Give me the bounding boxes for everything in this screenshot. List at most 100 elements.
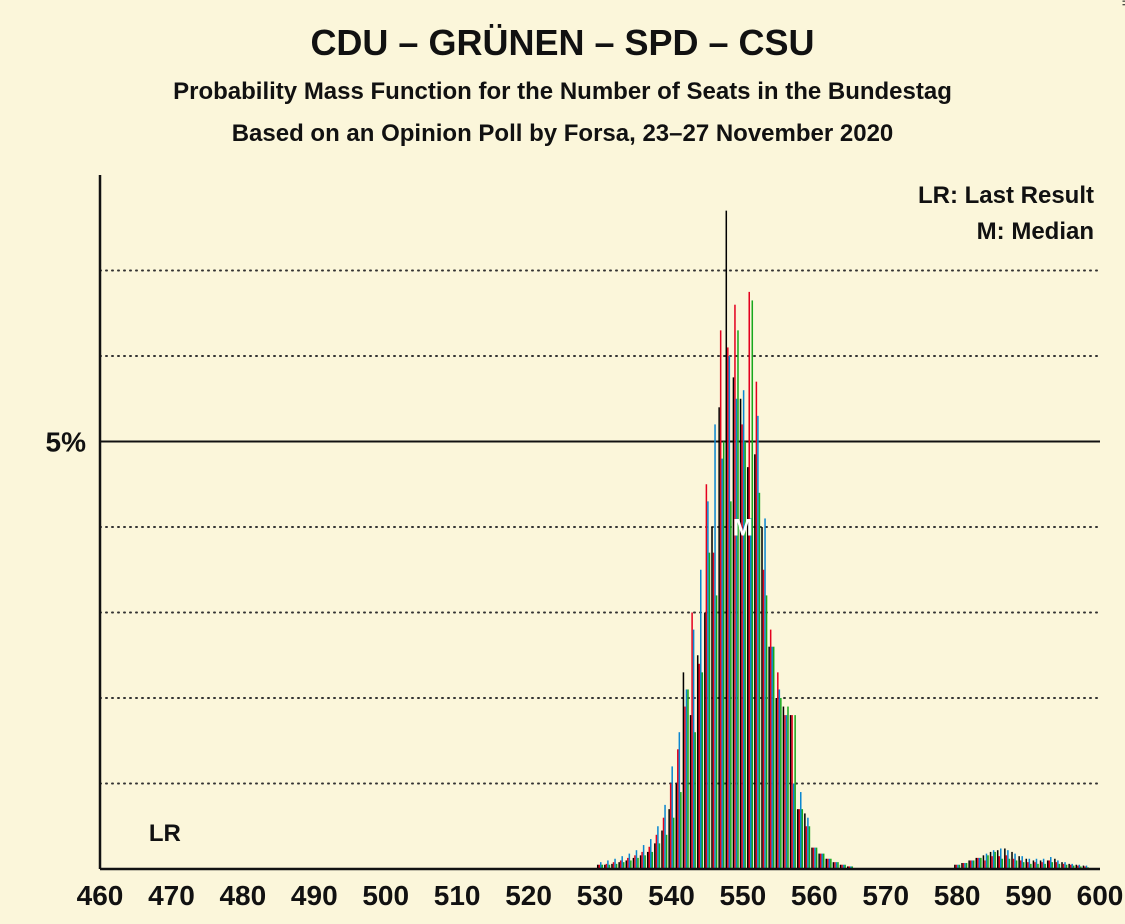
bar-GRUENEN [987, 855, 989, 869]
bar-GRUENEN [659, 843, 661, 869]
chart-subtitle-1: Probability Mass Function for the Number… [0, 74, 1125, 116]
legend-median: M: Median [977, 218, 1094, 245]
bar-CDU [726, 211, 728, 869]
bar-SPD [977, 858, 979, 869]
bar-CDU [711, 527, 713, 869]
bar-CDU [690, 715, 692, 869]
bar-SPD [641, 852, 643, 869]
bar-CSU [736, 399, 738, 869]
bar-CDU [668, 809, 670, 869]
bar-CSU [1050, 857, 1052, 869]
bar-SPD [791, 715, 793, 869]
x-tick-label: 500 [362, 880, 409, 911]
bar-GRUENEN [759, 493, 761, 869]
bar-SPD [663, 818, 665, 869]
bar-SPD [656, 835, 658, 869]
bar-CDU [997, 850, 999, 869]
bar-CSU [693, 630, 695, 869]
bar-GRUENEN [1002, 859, 1004, 869]
bar-CSU [829, 859, 831, 869]
bar-CDU [1040, 860, 1042, 869]
bar-SPD [784, 715, 786, 869]
bar-CSU [629, 854, 631, 869]
bar-SPD [691, 613, 693, 870]
bar-CSU [743, 390, 745, 869]
bar-CDU [683, 672, 685, 869]
bar-SPD [798, 809, 800, 869]
x-tick-label: 550 [719, 880, 766, 911]
bar-CSU [1007, 850, 1009, 869]
bar-SPD [1006, 855, 1008, 869]
bar-GRUENEN [752, 300, 754, 869]
bar-SPD [706, 484, 708, 869]
bar-CDU [718, 407, 720, 869]
bar-CSU [786, 715, 788, 869]
bar-CSU [607, 860, 609, 869]
bar-CDU [968, 860, 970, 869]
bar-CSU [707, 501, 709, 869]
bar-CDU [826, 859, 828, 869]
bar-CDU [733, 377, 735, 869]
bar-SPD [991, 856, 993, 869]
bar-GRUENEN [780, 698, 782, 869]
bar-GRUENEN [687, 689, 689, 869]
bar-CSU [700, 570, 702, 869]
bar-SPD [634, 855, 636, 869]
bar-CSU [1057, 860, 1059, 869]
bar-CSU [721, 459, 723, 869]
bar-GRUENEN [637, 858, 639, 869]
bar-CSU [800, 792, 802, 869]
x-tick-label: 560 [791, 880, 838, 911]
bar-SPD [813, 848, 815, 869]
plot-area: 5%46047048049050051052053054055056057058… [0, 135, 1125, 924]
bar-CSU [621, 856, 623, 869]
bar-SPD [827, 859, 829, 869]
bar-GRUENEN [994, 852, 996, 869]
x-tick-label: 540 [648, 880, 695, 911]
bar-CDU [704, 613, 706, 870]
bar-GRUENEN [973, 860, 975, 869]
bar-CSU [671, 766, 673, 869]
bar-GRUENEN [666, 835, 668, 869]
bar-SPD [720, 330, 722, 869]
bar-CSU [764, 518, 766, 869]
bar-CDU [804, 813, 806, 869]
bar-GRUENEN [766, 595, 768, 869]
x-tick-label: 490 [291, 880, 338, 911]
bar-CSU [750, 518, 752, 869]
bar-SPD [1013, 859, 1015, 869]
chart-title: CDU – GRÜNEN – SPD – CSU [0, 0, 1125, 74]
bar-SPD [763, 570, 765, 869]
bar-GRUENEN [673, 818, 675, 869]
bar-CSU [650, 839, 652, 869]
bar-CSU [993, 850, 995, 869]
bar-SPD [1020, 860, 1022, 869]
bar-GRUENEN [823, 854, 825, 869]
bar-SPD [756, 382, 758, 869]
bar-CSU [814, 848, 816, 869]
bar-CDU [790, 715, 792, 869]
chart-container: © 2020 Filip van Laenen CDU – GRÜNEN – S… [0, 0, 1125, 924]
x-tick-label: 580 [934, 880, 981, 911]
bar-CSU [636, 850, 638, 869]
bar-SPD [998, 856, 1000, 869]
bar-CDU [1011, 852, 1013, 869]
bar-CSU [1014, 854, 1016, 869]
bar-CDU [1047, 860, 1049, 869]
bar-GRUENEN [730, 501, 732, 869]
bar-CSU [714, 424, 716, 869]
bar-GRUENEN [816, 848, 818, 869]
bar-CDU [811, 848, 813, 869]
bar-GRUENEN [809, 826, 811, 869]
x-tick-label: 510 [434, 880, 481, 911]
bar-CSU [821, 854, 823, 869]
bar-SPD [620, 860, 622, 869]
median-marker-label: M [733, 515, 753, 542]
legend-lr: LR: Last Result [918, 182, 1094, 209]
lr-marker-label: LR [149, 820, 181, 847]
bar-CSU [807, 818, 809, 869]
bar-GRUENEN [644, 855, 646, 869]
bar-SPD [727, 347, 729, 869]
bar-CDU [797, 809, 799, 869]
bar-CSU [679, 732, 681, 869]
